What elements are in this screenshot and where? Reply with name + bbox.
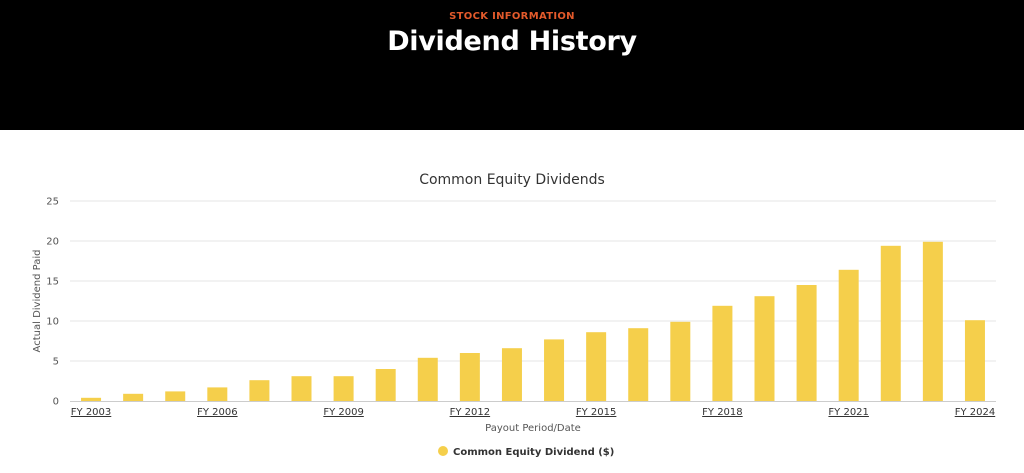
- bar-fy-2018[interactable]: [712, 305, 733, 401]
- bar-fy-2004[interactable]: [123, 393, 144, 401]
- bar-fy-2007[interactable]: [249, 380, 270, 401]
- y-tick-label: 10: [46, 317, 59, 328]
- bar-fy-2013[interactable]: [501, 348, 522, 401]
- bar-fy-2019[interactable]: [754, 296, 775, 401]
- legend-marker: [438, 446, 448, 456]
- chart-legend[interactable]: Common Equity Dividend ($): [438, 446, 614, 458]
- page-title: Dividend History: [387, 26, 637, 57]
- bar-fy-2006[interactable]: [207, 387, 228, 401]
- x-tick-label: FY 2018: [702, 407, 743, 418]
- x-tick-label: FY 2003: [71, 407, 112, 418]
- bar-fy-2016[interactable]: [628, 328, 649, 401]
- bar-fy-2020[interactable]: [796, 285, 817, 401]
- y-axis-label: Actual Dividend Paid: [32, 250, 43, 353]
- bar-fy-2024[interactable]: [964, 320, 985, 401]
- x-tick-label: FY 2021: [828, 407, 869, 418]
- x-tick-label: FY 2015: [576, 407, 617, 418]
- page-header: STOCK INFORMATION Dividend History: [0, 0, 1024, 130]
- bar-fy-2011[interactable]: [417, 357, 438, 401]
- chart-title: Common Equity Dividends: [419, 172, 605, 188]
- bar-fy-2003[interactable]: [81, 397, 102, 401]
- bar-fy-2009[interactable]: [333, 376, 354, 401]
- chart-bars: [81, 241, 985, 401]
- bar-fy-2022[interactable]: [880, 245, 901, 401]
- x-tick-label: FY 2009: [323, 407, 364, 418]
- legend-label: Common Equity Dividend ($): [453, 447, 614, 458]
- x-tick-label: FY 2024: [955, 407, 996, 418]
- y-tick-label: 20: [46, 237, 59, 248]
- y-axis-ticks: 0 5 10 15 20 25: [46, 197, 59, 408]
- x-axis-label: Payout Period/Date: [485, 423, 581, 434]
- x-tick-label: FY 2012: [450, 407, 491, 418]
- bar-fy-2012[interactable]: [459, 353, 480, 401]
- y-tick-label: 15: [46, 277, 59, 288]
- bar-fy-2015[interactable]: [586, 332, 607, 401]
- y-tick-label: 0: [53, 397, 59, 408]
- bar-fy-2023[interactable]: [922, 241, 943, 401]
- bar-fy-2021[interactable]: [838, 269, 859, 401]
- bar-fy-2017[interactable]: [670, 321, 691, 401]
- section-eyebrow: STOCK INFORMATION: [449, 11, 575, 22]
- x-axis-ticks: FY 2003 FY 2006 FY 2009 FY 2012 FY 2015 FY 20…: [71, 407, 995, 418]
- y-tick-label: 25: [46, 197, 59, 208]
- x-tick-label: FY 2006: [197, 407, 238, 418]
- bar-fy-2010[interactable]: [375, 369, 396, 401]
- dividend-chart-container: Common Equity Dividends 0 5 10 15 20 25 FY 20…: [0, 130, 1024, 468]
- bar-fy-2005[interactable]: [165, 391, 186, 401]
- dividend-bar-chart: Common Equity Dividends 0 5 10 15 20 25 FY 20…: [32, 172, 996, 458]
- y-tick-label: 5: [53, 357, 59, 368]
- bar-fy-2008[interactable]: [291, 376, 312, 401]
- bar-fy-2014[interactable]: [544, 339, 565, 401]
